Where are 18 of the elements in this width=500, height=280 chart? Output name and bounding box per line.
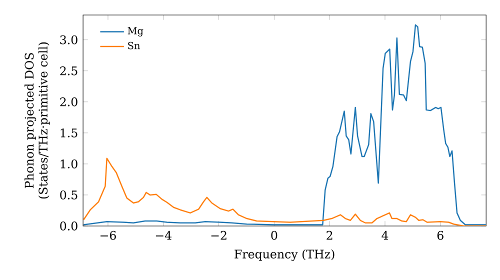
x-tick-label: 6 [437, 230, 444, 240]
x-tick-label: 0 [271, 230, 278, 240]
y-tick-label: 1.5 [60, 128, 78, 138]
x-tick-label: −4 [156, 230, 172, 240]
x-tick-label: −2 [211, 230, 226, 240]
y-axis-title: Phonon projected DOS (States/THz·primitive cell) [24, 42, 50, 199]
y-tick-label: 0.0 [60, 222, 78, 230]
legend-label: Sn [128, 42, 140, 50]
y-tick-label: 0.5 [60, 190, 78, 200]
legend-label: Mg [128, 27, 144, 36]
x-tick-label: −6 [100, 230, 116, 240]
y-tick-label: 2.0 [60, 97, 78, 106]
x-tick-label: 4 [382, 230, 388, 240]
x-axis-title: Frequency (THz) [234, 249, 334, 261]
y-tick-label: 3.0 [60, 35, 78, 44]
y-tick-label: 1.0 [60, 159, 78, 168]
x-tick-label: 2 [326, 230, 332, 240]
y-tick-label: 2.5 [60, 66, 78, 76]
